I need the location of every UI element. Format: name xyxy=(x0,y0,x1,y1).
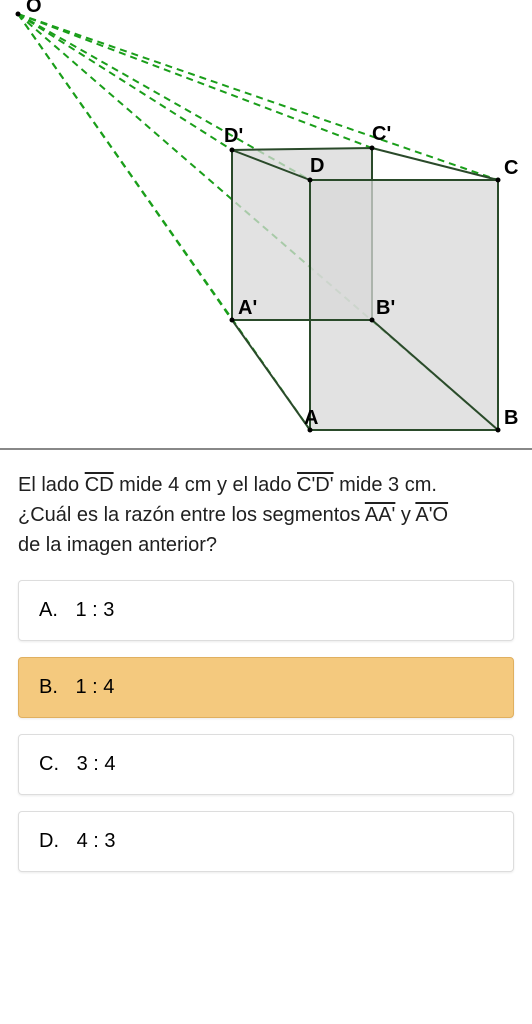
q-seg-aap: AA' xyxy=(365,504,396,526)
svg-text:O: O xyxy=(26,0,42,17)
svg-text:D: D xyxy=(310,155,324,177)
svg-text:D': D' xyxy=(224,125,243,147)
option-letter: A. xyxy=(39,599,58,621)
option-letter: C. xyxy=(39,753,59,775)
option-a[interactable]: A. 1 : 3 xyxy=(18,580,514,641)
svg-text:A': A' xyxy=(238,297,257,319)
options-list: A. 1 : 3 B. 1 : 4 C. 3 : 4 D. 4 : 3 xyxy=(0,570,532,918)
q-l2-pre: ¿Cuál es la razón entre los segmentos xyxy=(18,504,365,526)
option-text: 4 : 3 xyxy=(77,830,116,852)
q-l1-mid: mide 4 cm y el lado xyxy=(114,474,297,496)
question-text: El lado CD mide 4 cm y el lado C'D' mide… xyxy=(18,470,514,560)
option-d[interactable]: D. 4 : 3 xyxy=(18,811,514,872)
diagram-svg: O D' C' D C A' B' A B xyxy=(0,0,532,450)
svg-text:C: C xyxy=(504,157,518,179)
q-seg-cd: CD xyxy=(85,474,114,496)
option-text: 1 : 4 xyxy=(75,676,114,698)
q-l1-post: mide 3 cm. xyxy=(334,474,437,496)
question-block: El lado CD mide 4 cm y el lado C'D' mide… xyxy=(0,450,532,570)
q-seg-apo: A'O xyxy=(415,504,448,526)
option-b[interactable]: B. 1 : 4 xyxy=(18,657,514,718)
svg-text:B: B xyxy=(504,407,518,429)
option-letter: B. xyxy=(39,676,58,698)
q-seg-cpdp: C'D' xyxy=(297,474,334,496)
q-l3: de la imagen anterior? xyxy=(18,534,217,556)
option-c[interactable]: C. 3 : 4 xyxy=(18,734,514,795)
geometry-diagram: O D' C' D C A' B' A B xyxy=(0,0,532,450)
q-l2-mid: y xyxy=(395,504,415,526)
svg-text:B': B' xyxy=(376,297,395,319)
svg-text:C': C' xyxy=(372,123,391,145)
option-text: 1 : 3 xyxy=(75,599,114,621)
svg-text:A: A xyxy=(304,407,318,429)
option-text: 3 : 4 xyxy=(77,753,116,775)
q-l1-pre: El lado xyxy=(18,474,85,496)
option-letter: D. xyxy=(39,830,59,852)
